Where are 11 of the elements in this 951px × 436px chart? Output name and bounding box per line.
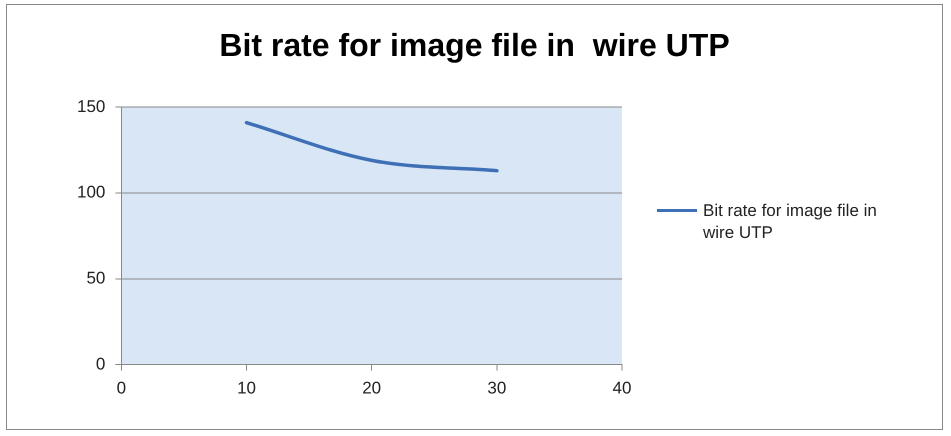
y-tick-label: 50 [86,268,106,288]
y-tick-label: 150 [76,96,106,116]
x-tick-label: 40 [612,378,632,398]
y-tick-label: 100 [76,182,106,202]
chart-title: Bit rate for image file in wire UTP [218,27,731,64]
x-tick-label: 20 [362,378,382,398]
legend-label: Bit rate for image file in wire UTP [703,200,878,244]
x-tick-label: 30 [487,378,506,398]
x-tick-label: 0 [116,378,126,398]
x-tick-label: 10 [237,378,256,398]
y-tick-label: 0 [96,354,106,374]
